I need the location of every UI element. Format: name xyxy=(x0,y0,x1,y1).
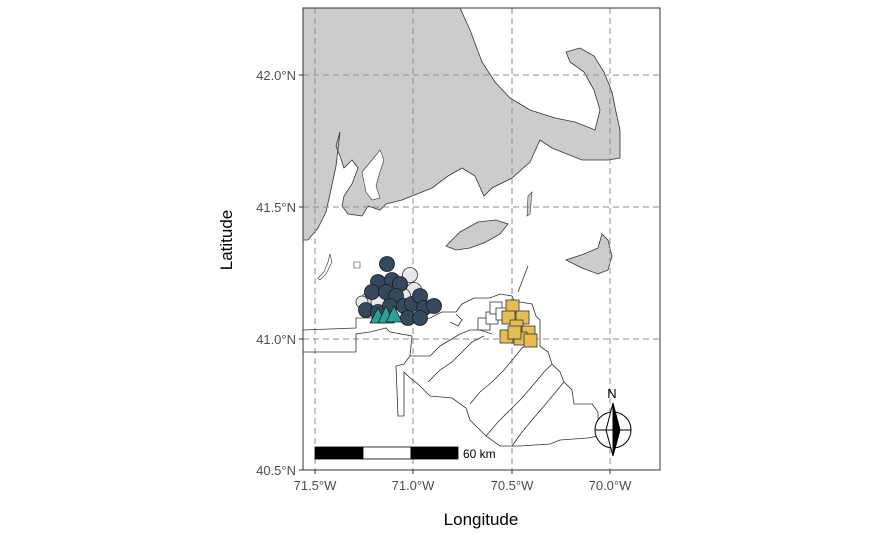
panel-border xyxy=(302,7,661,471)
x-tick-label: 71.0°W xyxy=(392,478,436,493)
island-fragment xyxy=(353,261,361,269)
x-axis-title: Longitude xyxy=(444,510,519,529)
scale-bar-label: 60 km xyxy=(463,447,496,461)
x-axis xyxy=(314,470,611,474)
bay-inlet xyxy=(361,149,385,201)
y-tick-label: 42.0°N xyxy=(256,68,296,83)
x-tick-label: 70.0°W xyxy=(589,478,633,493)
y-tick-label: 40.5°N xyxy=(256,463,296,478)
y-axis xyxy=(299,74,303,471)
scale-bar: 60 km xyxy=(314,446,496,461)
north-arrow-icon: N xyxy=(594,386,632,457)
x-tick-label: 71.5°W xyxy=(294,478,338,493)
island-marthas-vineyard xyxy=(445,219,509,251)
x-tick-label: 70.5°W xyxy=(491,478,535,493)
channel-line xyxy=(517,265,529,293)
teal-triangle-markers xyxy=(369,305,403,324)
coast-fragment xyxy=(317,253,333,281)
island-strip xyxy=(526,191,533,217)
gold-square-markers xyxy=(499,299,538,348)
north-arrow-label: N xyxy=(607,386,616,401)
y-axis-title: Latitude xyxy=(217,210,236,271)
y-tick-label: 41.0°N xyxy=(256,332,296,347)
graticule xyxy=(303,8,660,470)
mainland-landmass xyxy=(303,8,621,241)
y-tick-label: 41.5°N xyxy=(256,200,296,215)
dark-circle-markers xyxy=(358,256,442,326)
